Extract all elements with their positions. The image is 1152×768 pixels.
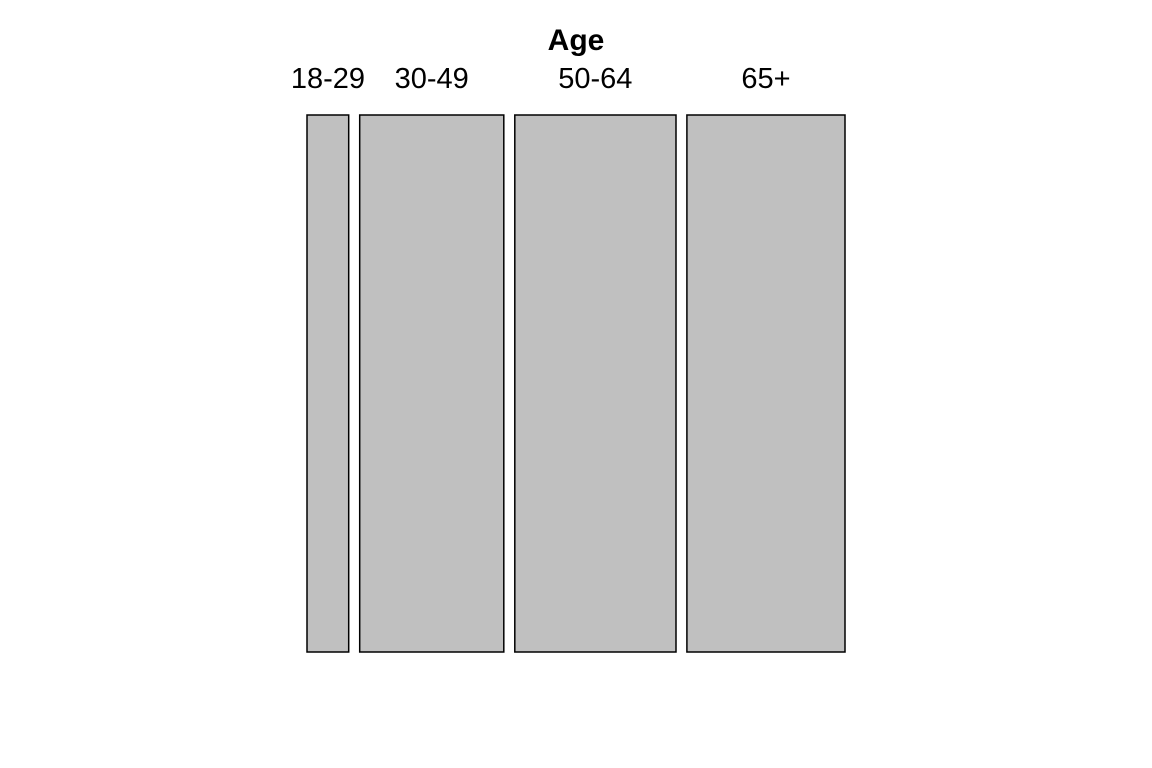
x-tick-label: 65+: [741, 63, 790, 95]
mosaic-tile-50-64: [514, 114, 677, 653]
x-tick-label: 18-29: [291, 63, 365, 95]
x-axis-title: Age: [548, 24, 605, 57]
mosaic-tile-group: [306, 114, 846, 653]
x-tick-label: 50-64: [558, 63, 632, 95]
x-tick-label: 30-49: [395, 63, 469, 95]
mosaic-tile-18-29: [306, 114, 350, 653]
tick-label-group: 18-29 30-49 50-64 65+: [291, 63, 791, 95]
mosaic-tile-65+: [686, 114, 846, 653]
mosaic-tile-30-49: [358, 114, 505, 653]
